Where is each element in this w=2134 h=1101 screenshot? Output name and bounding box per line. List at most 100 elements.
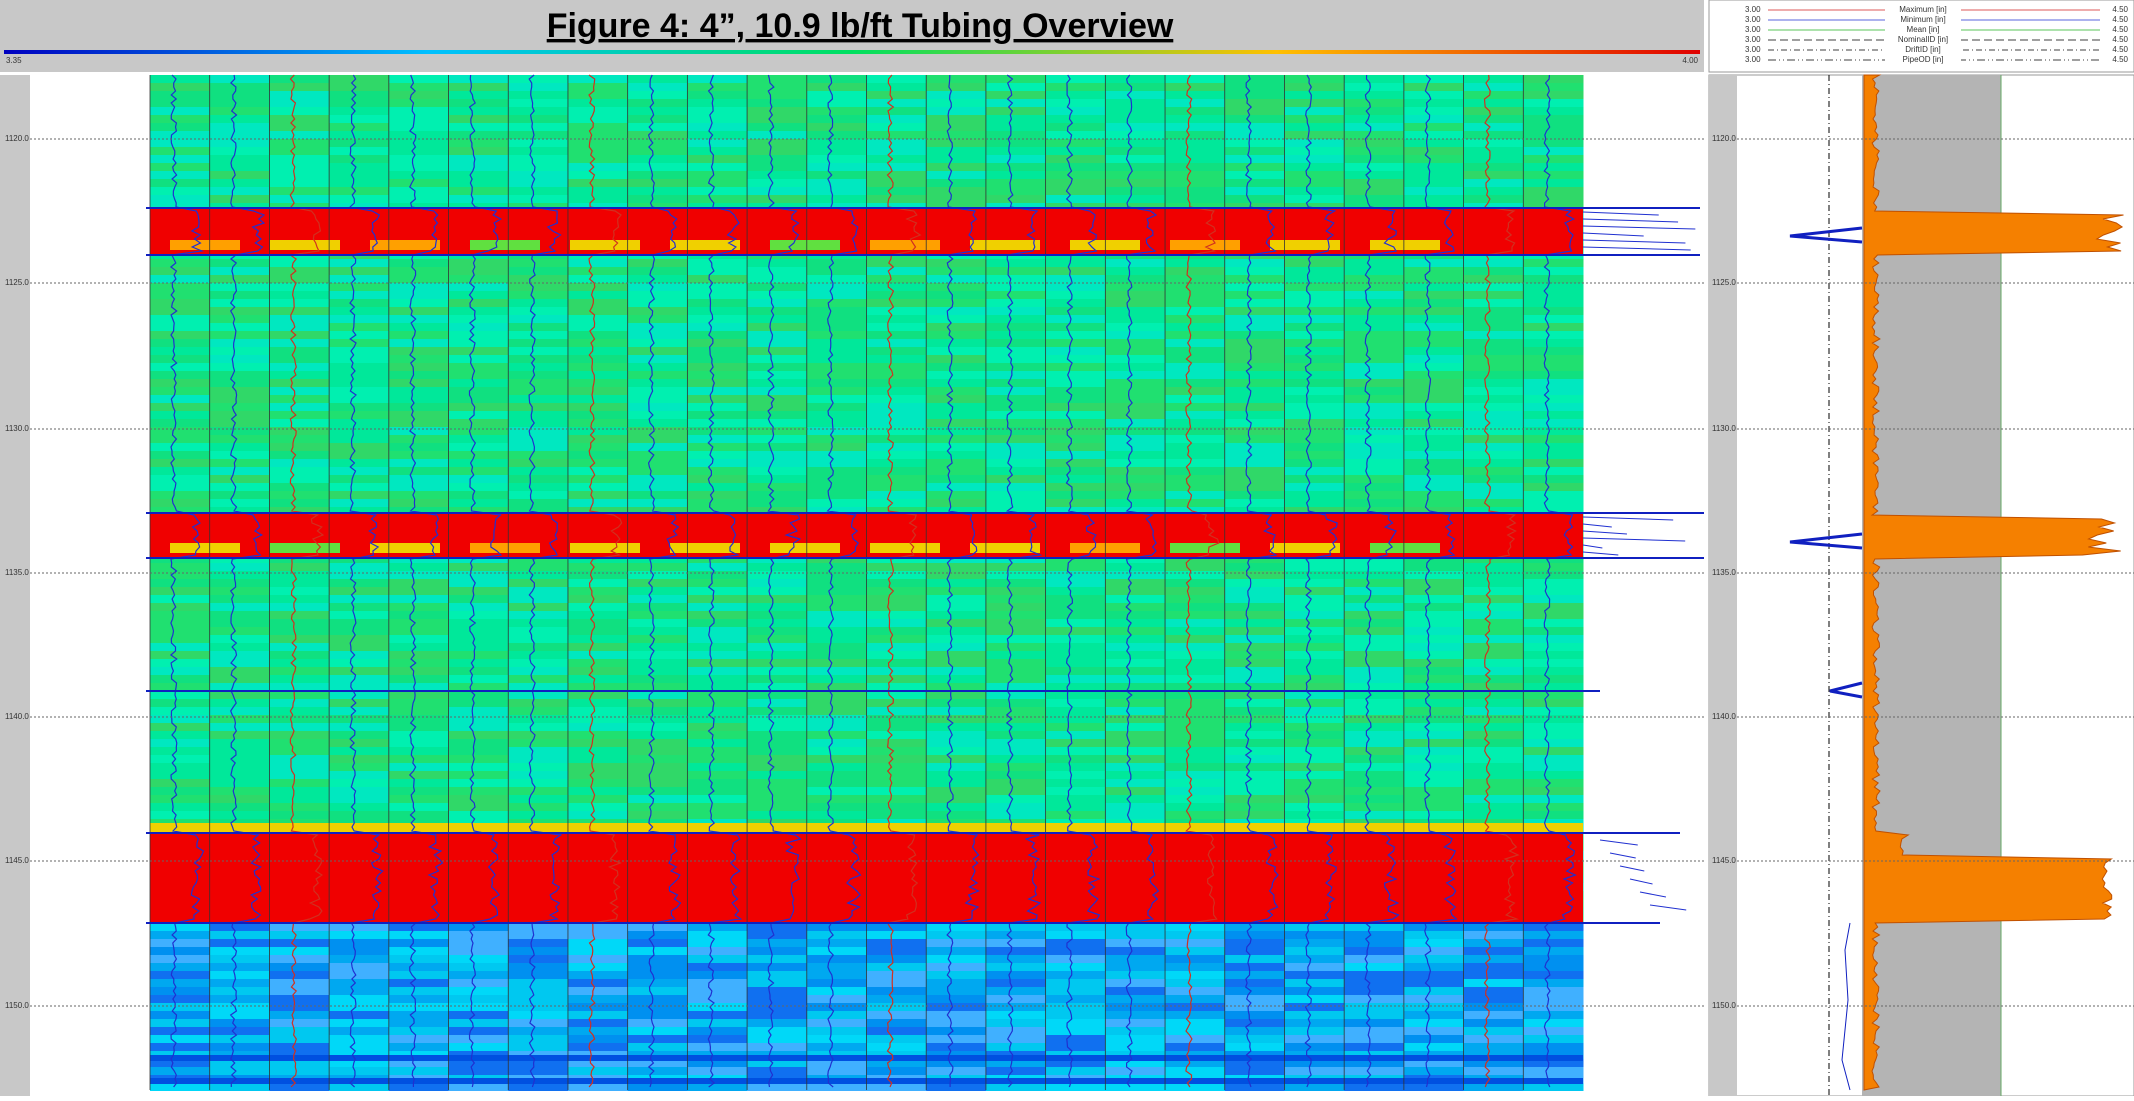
heat-cell <box>867 1083 927 1091</box>
heat-cell <box>628 1003 688 1011</box>
heat-cell <box>1285 195 1345 203</box>
heat-cell <box>568 427 628 435</box>
heat-cell <box>150 283 210 291</box>
heat-cell <box>1523 171 1583 179</box>
heat-cell <box>508 371 568 379</box>
heat-cell <box>329 403 389 411</box>
heat-cell <box>1105 771 1165 779</box>
band-patch <box>170 543 240 553</box>
heat-cell <box>1344 707 1404 715</box>
heat-cell <box>508 947 568 955</box>
heat-cell <box>628 291 688 299</box>
heat-cell <box>926 923 986 931</box>
heat-cell <box>926 179 986 187</box>
heat-cell <box>1344 475 1404 483</box>
heat-cell <box>628 323 688 331</box>
heat-cell <box>568 675 628 683</box>
heat-cell <box>926 707 986 715</box>
heat-cell <box>269 347 329 355</box>
heat-cell <box>1046 795 1106 803</box>
heat-cell <box>747 291 807 299</box>
heat-cell <box>150 107 210 115</box>
heat-cell <box>747 563 807 571</box>
heat-cell <box>568 371 628 379</box>
heat-cell <box>1523 291 1583 299</box>
heat-cell <box>867 923 927 931</box>
heat-cell <box>1046 563 1106 571</box>
heat-cell <box>568 747 628 755</box>
heat-cell <box>1404 923 1464 931</box>
heat-cell <box>1165 83 1225 91</box>
heat-cell <box>329 595 389 603</box>
heat-cell <box>926 803 986 811</box>
heat-cell <box>389 1003 449 1011</box>
legend-max: 4.50 <box>2112 5 2128 14</box>
heat-cell <box>1464 395 1524 403</box>
heat-cell <box>628 339 688 347</box>
heat-cell <box>807 115 867 123</box>
band-patch <box>470 543 540 553</box>
heat-cell <box>449 75 509 83</box>
heat-cell <box>1225 723 1285 731</box>
heat-cell <box>1165 115 1225 123</box>
heat-cell <box>1285 387 1345 395</box>
heat-cell <box>449 699 509 707</box>
heat-cell <box>687 955 747 963</box>
heat-cell <box>747 691 807 699</box>
heat-cell <box>747 987 807 995</box>
heat-cell <box>747 347 807 355</box>
heat-cell <box>1165 619 1225 627</box>
heat-cell <box>1523 923 1583 931</box>
heat-cell <box>1344 699 1404 707</box>
heat-cell <box>508 683 568 691</box>
heat-cell <box>1523 75 1583 83</box>
heat-cell <box>1464 947 1524 955</box>
heat-cell <box>1225 923 1285 931</box>
heat-cell <box>389 587 449 595</box>
heat-cell <box>329 955 389 963</box>
heat-cell <box>269 723 329 731</box>
heat-cell <box>687 371 747 379</box>
heat-cell <box>1046 643 1106 651</box>
heat-cell <box>1523 475 1583 483</box>
heat-cell <box>926 643 986 651</box>
heat-cell <box>1464 811 1524 819</box>
heat-cell <box>1404 1019 1464 1027</box>
heat-cell <box>986 491 1046 499</box>
heat-cell <box>1404 787 1464 795</box>
heat-cell <box>747 603 807 611</box>
heat-cell <box>867 75 927 83</box>
heat-cell <box>1225 739 1285 747</box>
heat-cell <box>1404 339 1464 347</box>
heat-cell <box>508 323 568 331</box>
heat-cell <box>1165 683 1225 691</box>
heat-cell <box>1165 587 1225 595</box>
heat-cell <box>1523 403 1583 411</box>
heat-cell <box>210 411 270 419</box>
heat-cell <box>329 195 389 203</box>
heat-cell <box>449 611 509 619</box>
heat-cell <box>1523 1019 1583 1027</box>
heat-cell <box>329 499 389 507</box>
heat-cell <box>150 579 210 587</box>
heat-cell <box>508 699 568 707</box>
heat-cell <box>747 1027 807 1035</box>
heat-cell <box>329 371 389 379</box>
heat-cell <box>926 83 986 91</box>
heat-cell <box>449 731 509 739</box>
heat-cell <box>1105 155 1165 163</box>
heat-cell <box>1225 779 1285 787</box>
heat-cell <box>329 763 389 771</box>
heat-cell <box>329 259 389 267</box>
heat-cell <box>210 603 270 611</box>
heat-cell <box>867 939 927 947</box>
heat-cell <box>687 451 747 459</box>
heat-cell <box>1523 747 1583 755</box>
heat-cell <box>1165 811 1225 819</box>
heat-cell <box>449 979 509 987</box>
heat-cell <box>986 395 1046 403</box>
heat-cell <box>1225 179 1285 187</box>
heat-cell <box>1046 123 1106 131</box>
heat-cell <box>568 1027 628 1035</box>
heat-cell <box>1225 715 1285 723</box>
